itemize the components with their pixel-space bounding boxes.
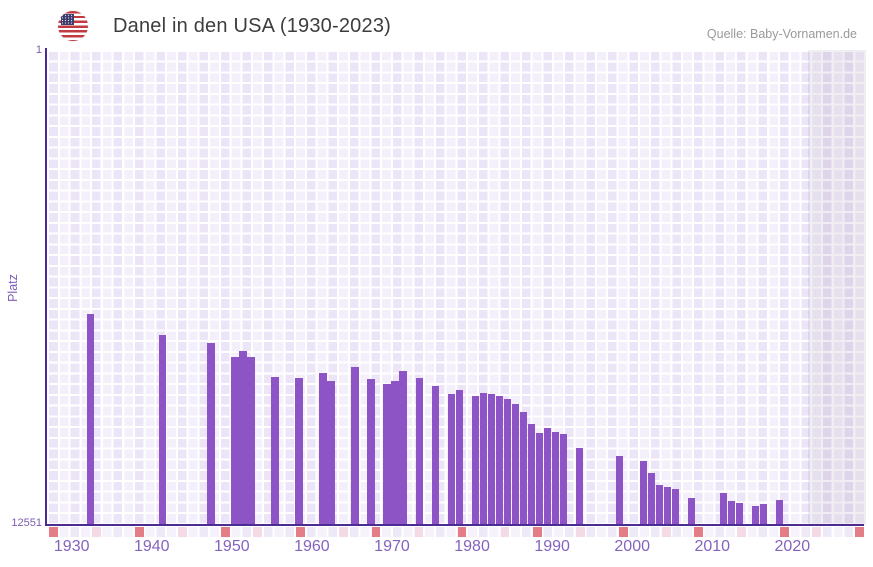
strip-mark-pink-1933	[92, 527, 101, 537]
strip-mark-red-1938	[135, 527, 144, 537]
bar-1932[interactable]	[87, 314, 95, 525]
strip-mark-red-1948	[221, 527, 230, 537]
strip-mark-pink-2023	[812, 527, 821, 537]
bar-1985[interactable]	[511, 403, 519, 525]
bar-1990[interactable]	[551, 432, 559, 525]
strip-mark-red-2008	[694, 527, 703, 537]
bar-1982[interactable]	[487, 393, 495, 525]
strip-mark-pink-1973	[414, 527, 424, 537]
bar-1962[interactable]	[327, 380, 335, 525]
x-tick-2010: 2010	[694, 538, 731, 555]
strip-mark-pink-2013	[737, 527, 746, 537]
x-tick-2020: 2020	[774, 538, 811, 555]
bar-1955[interactable]	[271, 376, 279, 525]
bar-1977[interactable]	[447, 393, 455, 525]
bar-1941[interactable]	[159, 334, 167, 525]
strip-mark-red-left-edge	[49, 527, 58, 537]
bar-2005[interactable]	[671, 489, 679, 525]
bar-1980[interactable]	[471, 395, 479, 525]
bar-1961[interactable]	[319, 373, 327, 525]
bar-1969[interactable]	[383, 383, 391, 525]
strip-mark-pink-1953	[253, 527, 262, 537]
bar-1951[interactable]	[239, 350, 247, 525]
strip-mark-red-1998	[618, 527, 628, 537]
strip-mark-pink-1943	[178, 527, 187, 537]
bar-1988[interactable]	[535, 433, 543, 525]
y-tick-top: 1	[35, 44, 42, 56]
strip-mark-red-1968	[371, 527, 381, 537]
y-tick-bottom: 12551	[11, 517, 42, 529]
x-tick-1990: 1990	[534, 538, 570, 555]
us-flag-icon	[58, 11, 88, 41]
x-tick-1930: 1930	[53, 538, 90, 555]
y-axis-line	[45, 48, 47, 526]
bar-1950[interactable]	[231, 356, 239, 525]
bar-1989[interactable]	[543, 428, 551, 525]
bar-1998[interactable]	[615, 456, 623, 525]
x-tick-2000: 2000	[614, 538, 650, 555]
bar-1978[interactable]	[455, 390, 463, 525]
bar-2011[interactable]	[719, 493, 727, 525]
x-tick-1980: 1980	[454, 538, 490, 555]
strip-mark-pink-1993	[575, 527, 585, 537]
x-tick-1950: 1950	[214, 538, 250, 555]
bar-1987[interactable]	[527, 423, 535, 525]
bar-2012[interactable]	[727, 500, 735, 525]
strip-mark-red-1988	[532, 527, 542, 537]
bar-2018[interactable]	[775, 499, 783, 525]
bar-1971[interactable]	[399, 370, 407, 525]
strip-mark-red-1958	[296, 527, 305, 537]
bar-1947[interactable]	[207, 342, 215, 525]
bar-2016[interactable]	[759, 503, 767, 525]
no-data-region	[808, 50, 866, 525]
y-axis-title: Platz	[6, 274, 20, 302]
plot-area	[47, 50, 866, 525]
strip-mark-pink-1983	[500, 527, 510, 537]
strip-mark-red-right-edge	[855, 527, 864, 537]
bar-2013[interactable]	[735, 502, 743, 525]
strip-mark-pink-1963	[339, 527, 348, 537]
strip-mark-red-2018	[780, 527, 789, 537]
timeline-strip	[47, 527, 866, 537]
bar-1983[interactable]	[495, 395, 503, 525]
bar-2015[interactable]	[751, 505, 759, 525]
bar-2007[interactable]	[687, 498, 695, 525]
bar-2003[interactable]	[655, 485, 663, 525]
source-credit: Quelle: Baby-Vornamen.de	[706, 27, 857, 41]
bar-1984[interactable]	[503, 398, 511, 525]
x-tick-1970: 1970	[374, 538, 410, 555]
bar-1967[interactable]	[367, 378, 375, 525]
bar-2001[interactable]	[639, 460, 647, 525]
chart-title: Danel in den USA (1930-2023)	[113, 15, 392, 37]
bar-1958[interactable]	[295, 377, 303, 525]
bar-1970[interactable]	[391, 381, 399, 525]
strip-mark-red-1978	[457, 527, 467, 537]
strip-mark-pink-2003	[661, 527, 671, 537]
bar-2002[interactable]	[647, 472, 655, 525]
flag-canton-stars	[61, 14, 74, 25]
bar-1975[interactable]	[431, 385, 439, 525]
bar-1981[interactable]	[479, 392, 487, 525]
bar-1952[interactable]	[247, 356, 255, 525]
bar-1965[interactable]	[351, 366, 359, 525]
x-tick-1940: 1940	[133, 538, 170, 555]
x-tick-1960: 1960	[294, 538, 330, 555]
bar-1986[interactable]	[519, 412, 527, 525]
bar-1973[interactable]	[415, 378, 423, 525]
bar-2004[interactable]	[663, 487, 671, 525]
x-axis-line	[45, 524, 864, 526]
bar-1991[interactable]	[559, 434, 567, 525]
bar-1993[interactable]	[575, 448, 583, 525]
